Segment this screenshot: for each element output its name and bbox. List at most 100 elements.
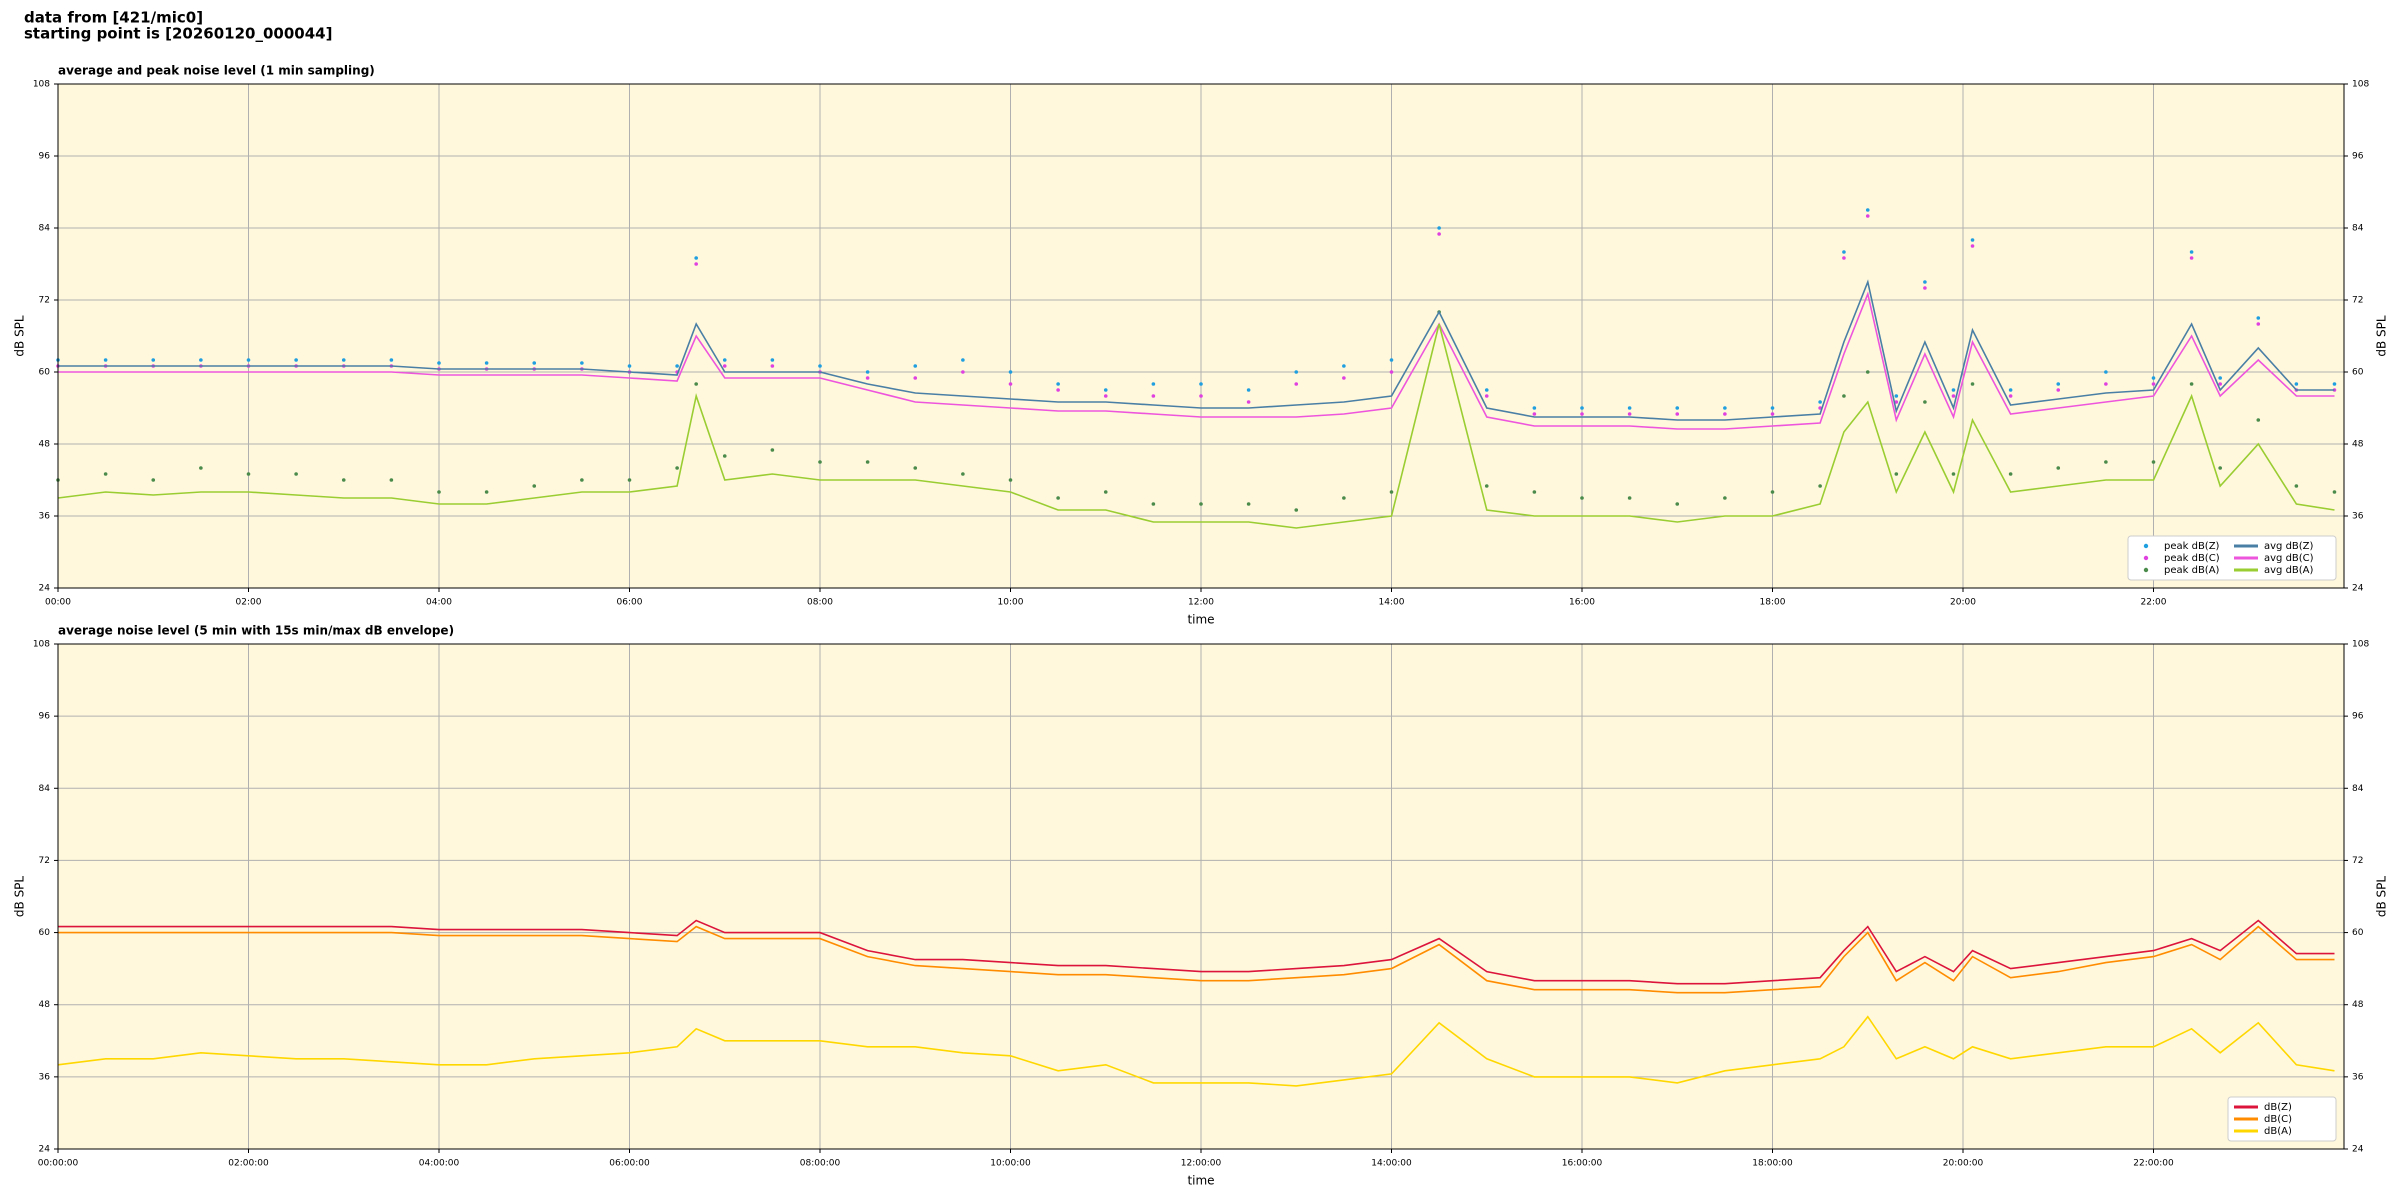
- x-tick-label: 10:00: [998, 598, 1024, 608]
- peak-point: [1342, 364, 1346, 368]
- peak-point: [1389, 490, 1394, 494]
- peak-point: [1675, 412, 1680, 416]
- peak-point: [2332, 382, 2337, 386]
- y2-tick-label: 72: [2352, 856, 2363, 866]
- peak-point: [1484, 394, 1489, 398]
- y2-tick-label: 60: [2352, 928, 2364, 938]
- peak-point: [1970, 382, 1975, 386]
- peak-point: [2218, 376, 2222, 380]
- peak-point: [2056, 382, 2061, 386]
- x-tick-label: 18:00: [1760, 598, 1786, 608]
- peak-point: [1532, 412, 1537, 416]
- peak-point: [1951, 388, 1956, 392]
- peak-point: [580, 478, 584, 482]
- peak-point: [961, 370, 965, 374]
- peak-point: [294, 472, 298, 476]
- y2-tick-label: 108: [2352, 80, 2369, 90]
- peak-point: [1342, 376, 1346, 380]
- peak-point: [1627, 412, 1632, 416]
- series-line: [58, 919, 2335, 985]
- header-line: data from [421/mic0]: [24, 9, 203, 27]
- peak-point: [1580, 406, 1584, 410]
- peak-point: [1970, 244, 1975, 248]
- y-tick-label: 96: [39, 152, 51, 162]
- peak-point: [1865, 214, 1870, 218]
- x-tick-label: 20:00:00: [1943, 1159, 1984, 1169]
- y2-axis-label: dB SPL: [2375, 876, 2389, 918]
- peak-point: [246, 358, 251, 362]
- peak-point: [2104, 382, 2108, 386]
- y-tick-label: 60: [39, 368, 51, 378]
- x-tick-label: 12:00:00: [1181, 1159, 1222, 1169]
- peak-point: [865, 376, 870, 380]
- y2-tick-label: 24: [2352, 584, 2364, 594]
- y-tick-label: 84: [39, 784, 51, 794]
- peak-point: [913, 376, 918, 380]
- x-tick-label: 08:00: [807, 598, 833, 608]
- peak-point: [1723, 406, 1727, 410]
- peak-point: [1770, 406, 1775, 410]
- peak-point: [246, 472, 251, 476]
- x-tick-label: 14:00:00: [1371, 1159, 1412, 1169]
- x-tick-label: 14:00: [1379, 598, 1405, 608]
- peak-point: [532, 361, 537, 365]
- x-tick-label: 06:00:00: [609, 1159, 650, 1169]
- peak-point: [294, 358, 298, 362]
- peak-point: [2332, 490, 2337, 494]
- peak-point: [722, 454, 727, 458]
- legend-label: dB(A): [2264, 1126, 2292, 1137]
- peak-point: [151, 478, 156, 482]
- peak-point: [1008, 478, 1013, 482]
- x-tick-label: 08:00:00: [800, 1159, 841, 1169]
- y2-axis-label: dB SPL: [2375, 315, 2389, 357]
- peak-point: [1894, 394, 1899, 398]
- chart-title: average and peak noise level (1 min samp…: [58, 64, 375, 78]
- peak-point: [199, 466, 203, 470]
- peak-point: [675, 466, 679, 470]
- y-tick-label: 72: [39, 856, 50, 866]
- peak-point: [913, 466, 918, 470]
- peak-point: [1627, 406, 1632, 410]
- peak-point: [694, 256, 698, 260]
- peak-point: [1437, 232, 1441, 236]
- y2-tick-label: 96: [2352, 152, 2364, 162]
- peak-point: [694, 262, 698, 266]
- peak-point: [532, 484, 537, 488]
- peak-point: [1675, 502, 1680, 506]
- peak-point: [1894, 400, 1899, 404]
- x-tick-label: 22:00:00: [2133, 1159, 2174, 1169]
- peak-point: [2294, 484, 2299, 488]
- peak-point: [2104, 460, 2108, 464]
- peak-point: [2189, 382, 2194, 386]
- series-line: [58, 279, 2335, 421]
- y-tick-label: 96: [39, 712, 51, 722]
- legend-label: peak dB(A): [2164, 565, 2220, 576]
- legend-label: avg dB(C): [2264, 553, 2314, 564]
- peak-point: [627, 364, 632, 368]
- series-line: [58, 925, 2335, 994]
- x-tick-label: 04:00: [426, 598, 452, 608]
- y-tick-label: 108: [33, 80, 50, 90]
- y2-tick-label: 84: [2352, 784, 2364, 794]
- peak-point: [1580, 496, 1584, 500]
- y-tick-label: 24: [39, 584, 51, 594]
- peak-point: [1532, 490, 1537, 494]
- legend-label: peak dB(Z): [2164, 541, 2220, 552]
- x-tick-label: 16:00:00: [1562, 1159, 1603, 1169]
- peak-point: [2008, 472, 2013, 476]
- peak-point: [770, 364, 775, 368]
- peak-point: [199, 358, 203, 362]
- y-tick-label: 108: [33, 640, 50, 650]
- x-tick-label: 18:00:00: [1752, 1159, 1793, 1169]
- peak-point: [1246, 502, 1251, 506]
- y2-tick-label: 72: [2352, 296, 2363, 306]
- y2-tick-label: 36: [2352, 512, 2364, 522]
- peak-point: [1865, 208, 1870, 212]
- peak-point: [1842, 394, 1846, 398]
- peak-point: [1199, 382, 1203, 386]
- peak-point: [2056, 388, 2061, 392]
- x-tick-label: 02:00: [236, 598, 262, 608]
- y-axis-label: dB SPL: [13, 876, 27, 918]
- peak-point: [865, 460, 870, 464]
- peak-point: [341, 478, 346, 482]
